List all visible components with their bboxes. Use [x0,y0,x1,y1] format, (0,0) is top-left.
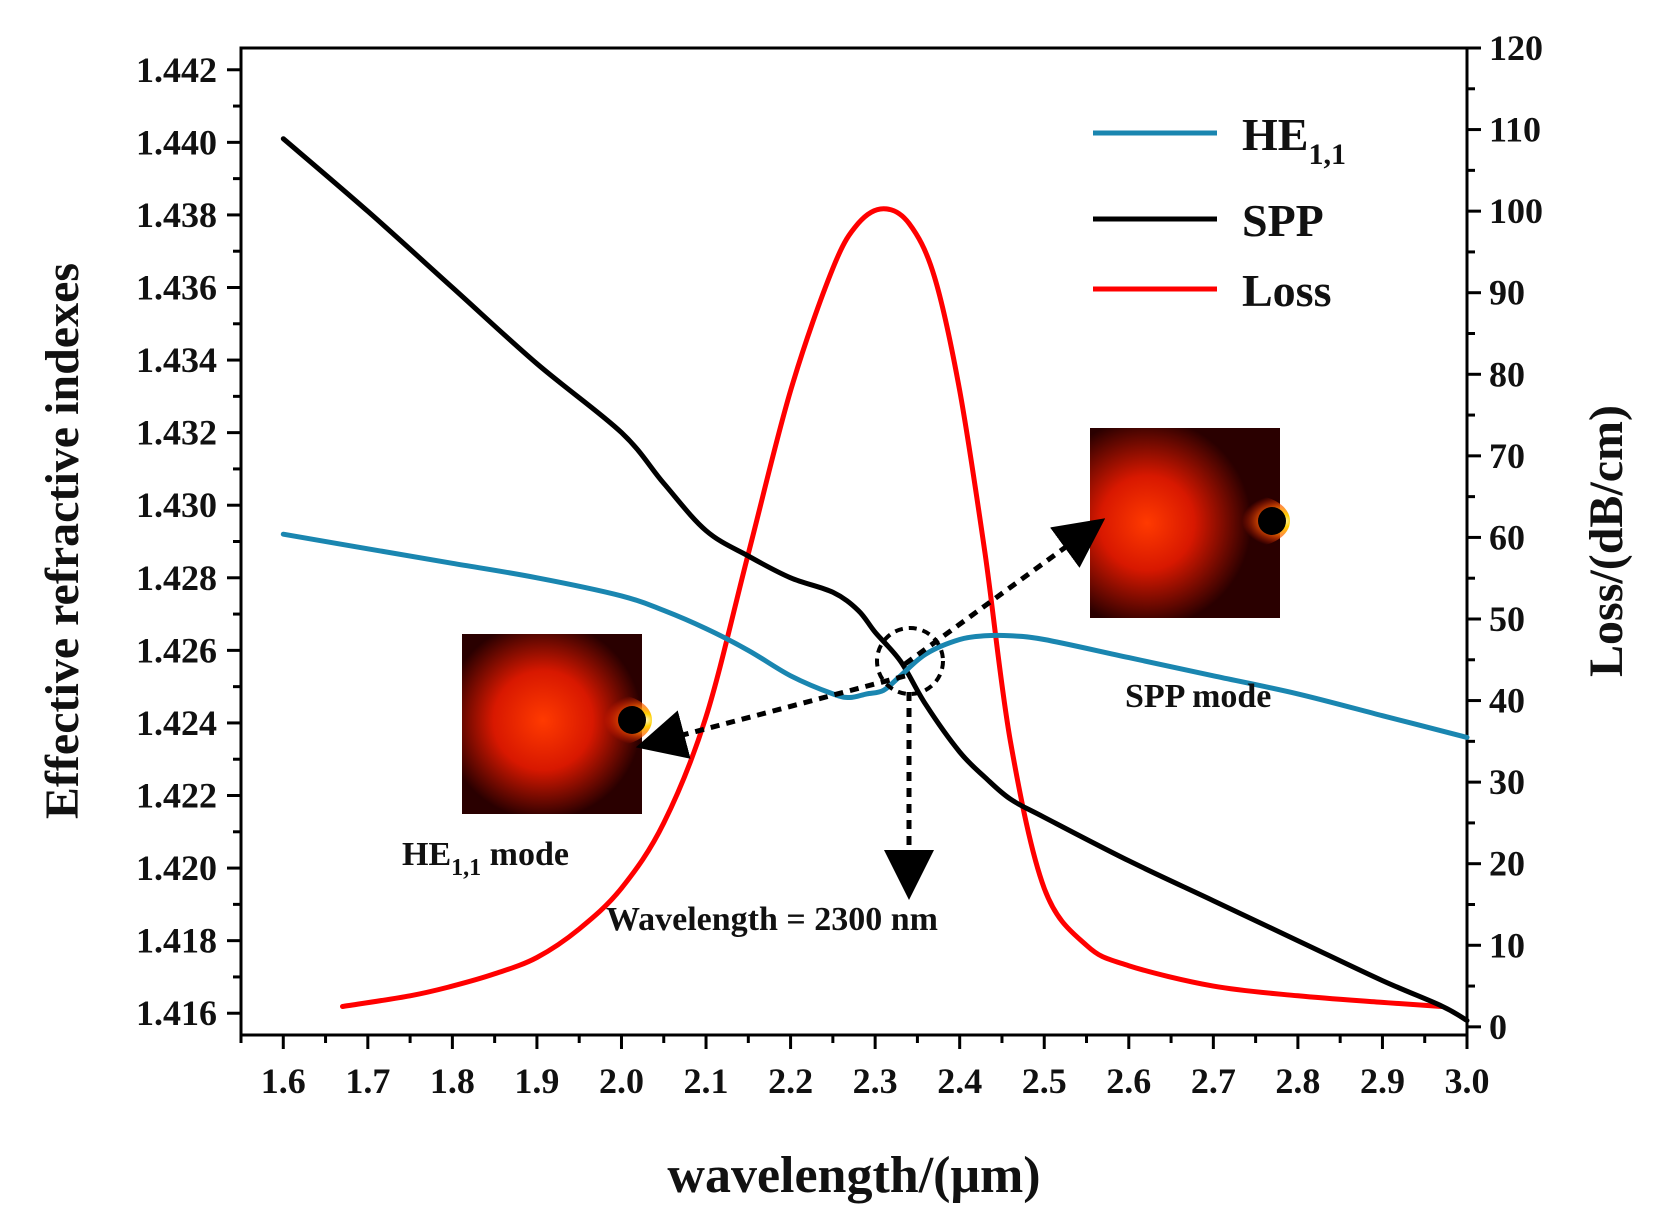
y-right-tick-label: 30 [1489,762,1525,802]
series-layer [280,136,1470,1023]
x-tick-label: 1.7 [345,1061,390,1101]
y-left-tick-label: 1.434 [136,340,217,380]
x-tick-label: 2.9 [1360,1061,1405,1101]
legend: HE1,1 SPP Loss [1093,109,1346,316]
y-left-tick-label: 1.418 [136,921,217,961]
y-left-tick-label: 1.422 [136,776,217,816]
ticks [227,46,1481,1049]
y-right-tick-label: 10 [1489,925,1525,965]
x-tick-label: 2.1 [684,1061,729,1101]
y-right-tick-label: 90 [1489,273,1525,313]
y-left-tick-label: 1.428 [136,558,217,598]
y-right-tick-label: 40 [1489,681,1525,721]
x-tick-label: 2.4 [937,1061,982,1101]
y-right-tick-label: 110 [1489,110,1541,150]
y-right-tick-label: 80 [1489,354,1525,394]
y-left-axis-title: Effective refractive indexes [36,263,89,819]
spp-mode-annotation: SPP mode [1125,678,1271,715]
y-right-tick-label: 0 [1489,1007,1507,1047]
y-right-tick-label: 50 [1489,599,1525,639]
x-tick-label: 2.5 [1022,1061,1067,1101]
y-left-tick-label: 1.438 [136,195,217,235]
series-line-he11 [280,531,1470,740]
y-right-tick-labels: 0 10 20 30 40 50 60 70 80 90 100 110 120 [1489,28,1543,1047]
y-right-axis-title: Loss/(dB/cm) [1580,405,1633,677]
x-tick-label: 2.8 [1275,1061,1320,1101]
x-tick-label: 2.7 [1191,1061,1236,1101]
y-left-tick-label: 1.430 [136,485,217,525]
x-tick-label: 2.3 [853,1061,898,1101]
series-line-loss [340,206,1445,1009]
y-right-tick-label: 100 [1489,191,1543,231]
x-tick-label: 3.0 [1445,1061,1490,1101]
legend-label-loss: Loss [1242,265,1331,316]
y-left-tick-labels: 1.416 1.418 1.420 1.422 1.424 1.426 1.428 1.430… [136,50,217,1033]
legend-label-spp: SPP [1242,195,1324,246]
legend-label-he: HE1,1 [1242,109,1346,171]
y-right-tick-label: 70 [1489,436,1525,476]
y-right-tick-label: 20 [1489,844,1525,884]
y-left-tick-label: 1.440 [136,122,217,162]
x-tick-labels: 1.6 1.7 1.8 1.9 2.0 2.1 2.2 2.3 2.4 2.5 2.6 2.7 2.8 2… [261,1061,1490,1101]
y-left-tick-label: 1.432 [136,413,217,453]
x-tick-label: 1.9 [514,1061,559,1101]
x-tick-label: 2.0 [599,1061,644,1101]
wavelength-annotation: Wavelength = 2300 nm [606,901,938,938]
x-axis-title: wavelength/(μm) [667,1147,1040,1204]
y-left-tick-label: 1.420 [136,848,217,888]
x-tick-label: 2.6 [1106,1061,1151,1101]
arrow-to-spp-mode [903,518,1106,667]
y-left-tick-label: 1.436 [136,267,217,307]
y-right-tick-label: 60 [1489,517,1525,557]
arrow-to-he-mode [635,673,906,759]
y-left-tick-label: 1.426 [136,630,217,670]
x-tick-label: 2.2 [768,1061,813,1101]
y-left-tick-label: 1.442 [136,50,217,90]
he-mode-field-image [462,634,652,814]
he-mode-annotation: HE1,1 mode [402,836,569,881]
y-left-tick-label: 1.416 [136,993,217,1033]
y-left-tick-label: 1.424 [136,703,217,743]
intersection-marker [875,626,945,696]
x-tick-label: 1.6 [261,1061,306,1101]
series-line-spp [280,136,1470,1023]
x-tick-label: 1.8 [430,1061,475,1101]
y-right-tick-label: 120 [1489,28,1543,68]
spp-mode-field-image [1090,428,1290,618]
